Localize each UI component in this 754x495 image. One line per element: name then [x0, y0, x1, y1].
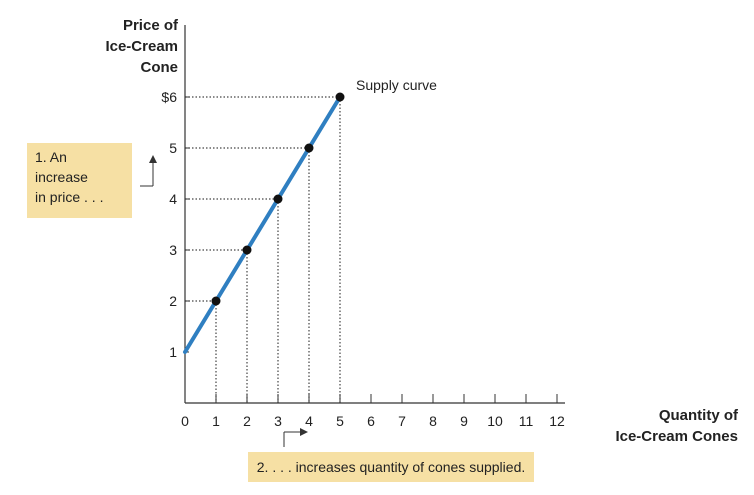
- y-tick-label: $6: [161, 89, 177, 105]
- data-point: [273, 194, 283, 204]
- x-tick-label: 12: [549, 413, 565, 429]
- x-tick-label: 0: [181, 413, 189, 429]
- data-point: [335, 92, 345, 102]
- x-tick-label: 8: [429, 413, 437, 429]
- y-tick-label: 2: [169, 293, 177, 309]
- points: [211, 92, 345, 306]
- guide-lines: [185, 96, 341, 403]
- quantity-increase-callout: 2. . . . increases quantity of cones sup…: [248, 452, 534, 482]
- x-tick-label: 11: [519, 413, 534, 429]
- data-point: [304, 143, 314, 153]
- x-tick-label: 10: [487, 413, 503, 429]
- y-tick-label: 1: [169, 344, 177, 360]
- y-axis-label-line: Cone: [140, 59, 179, 76]
- data-point: [211, 296, 221, 306]
- x-tick-label: 7: [398, 413, 406, 429]
- axes: [184, 25, 565, 404]
- x-axis-label: Quantity of Ice-Cream Cones: [548, 405, 738, 447]
- x-axis-label-line: Ice-Cream Cones: [615, 428, 738, 445]
- x-tick-label: 5: [336, 413, 344, 429]
- callout-line: 1. An: [35, 149, 67, 165]
- arrows: [140, 155, 308, 447]
- y-axis-label: Price of Ice-Cream Cone: [62, 15, 178, 78]
- price-arrow-head: [149, 155, 157, 163]
- data-point: [242, 245, 252, 255]
- y-tick-label: 5: [169, 140, 177, 156]
- y-axis-label-line: Price of: [122, 17, 178, 34]
- x-tick-label: 6: [367, 413, 375, 429]
- quantity-arrow-head: [300, 428, 308, 436]
- x-tick-label: 4: [305, 413, 313, 429]
- y-axis-label-line: Ice-Cream: [105, 38, 178, 55]
- x-tick-label: 3: [274, 413, 282, 429]
- y-tick-label: 4: [169, 191, 177, 207]
- x-axis-label-line: Quantity of: [658, 407, 738, 424]
- supply-curve-group: [183, 95, 342, 354]
- supply-curve-line: [183, 95, 342, 354]
- y-tick-label: 3: [169, 242, 177, 258]
- x-tick-label: 9: [460, 413, 468, 429]
- supply-curve-label: Supply curve: [356, 77, 437, 93]
- price-increase-callout: 1. An increase in price . . .: [27, 143, 132, 218]
- callout-line: in price . . .: [35, 189, 104, 205]
- callout-line: increase: [35, 169, 88, 185]
- x-tick-label: 1: [212, 413, 220, 429]
- x-tick-label: 2: [243, 413, 251, 429]
